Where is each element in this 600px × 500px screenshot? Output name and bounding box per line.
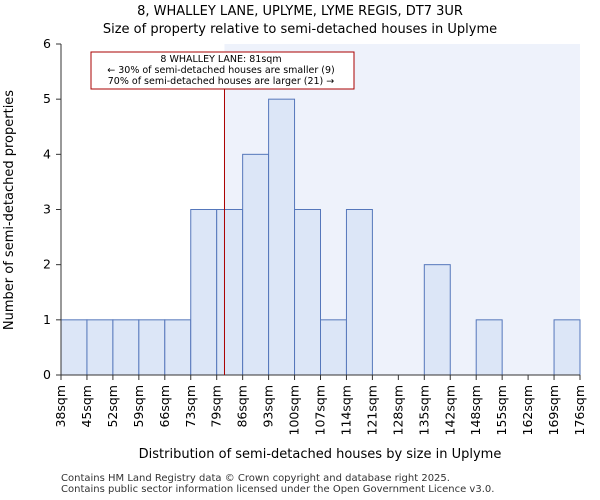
bar-114sqm [345,209,373,376]
x-tick-label: 155sqm [494,385,509,435]
x-tick-label: 121sqm [364,385,379,435]
bar-66sqm [164,319,192,376]
x-tick-label: 66sqm [157,385,172,428]
x-tick-label: 114sqm [338,385,353,435]
bar-38sqm [60,319,88,376]
y-axis-label: Number of semi-detached properties [2,90,17,330]
bar-148sqm [475,319,503,376]
x-tick-label: 79sqm [209,385,224,428]
bar-86sqm [242,153,270,376]
bar-93sqm [268,98,296,376]
footer-line-2: Contains public sector information licen… [61,484,495,495]
x-tick-label: 142sqm [442,385,457,435]
x-tick-label: 128sqm [390,385,405,435]
y-tick-label: 3 [43,202,51,217]
x-tick-label: 93sqm [261,385,276,428]
x-tick-label: 45sqm [79,385,94,428]
bar-107sqm [320,319,347,376]
y-tick-label: 2 [43,257,51,272]
annotation-line-2: ← 30% of semi-detached houses are smalle… [107,65,335,76]
annotation-line-1: 8 WHALLEY LANE: 81sqm [160,54,281,65]
bars [60,98,581,376]
x-ticks: 38sqm 45sqm 52sqm 59sqm 66sqm 73sqm 79sqm 86sqm… [53,375,587,435]
bar-135sqm [423,264,451,376]
x-tick-label: 107sqm [313,385,328,435]
chart-subtitle: Size of property relative to semi-detach… [103,22,497,37]
y-tick-label: 1 [43,312,51,327]
bar-52sqm [112,319,140,376]
y-ticks: 0 1 2 3 4 5 6 [43,36,61,382]
x-axis-label: Distribution of semi-detached houses by … [139,447,502,462]
y-tick-label: 6 [43,36,51,51]
x-tick-label: 176sqm [572,385,587,435]
x-tick-label: 73sqm [183,385,198,428]
y-tick-label: 5 [43,91,51,106]
bar-169sqm [553,319,581,376]
y-tick-label: 0 [43,367,51,382]
footer-line-1: Contains HM Land Registry data © Crown c… [61,473,450,484]
x-tick-label: 52sqm [105,385,120,428]
x-tick-label: 59sqm [131,385,146,428]
x-tick-label: 86sqm [235,385,250,428]
x-tick-label: 38sqm [53,385,68,428]
x-tick-label: 169sqm [546,385,561,435]
x-tick-label: 135sqm [416,385,431,435]
bar-45sqm [86,319,114,376]
bar-73sqm [190,209,218,376]
annotation-box [90,51,355,90]
y-tick-label: 4 [43,146,51,161]
x-tick-label: 162sqm [520,385,535,435]
x-tick-label: 148sqm [468,385,483,435]
annotation-line-3: 70% of semi-detached houses are larger (… [108,76,335,87]
x-tick-label: 100sqm [287,385,302,435]
bar-100sqm [294,209,321,376]
bar-59sqm [138,319,166,376]
chart-title: 8, WHALLEY LANE, UPLYME, LYME REGIS, DT7… [137,4,463,19]
bar-79sqm [216,209,244,376]
